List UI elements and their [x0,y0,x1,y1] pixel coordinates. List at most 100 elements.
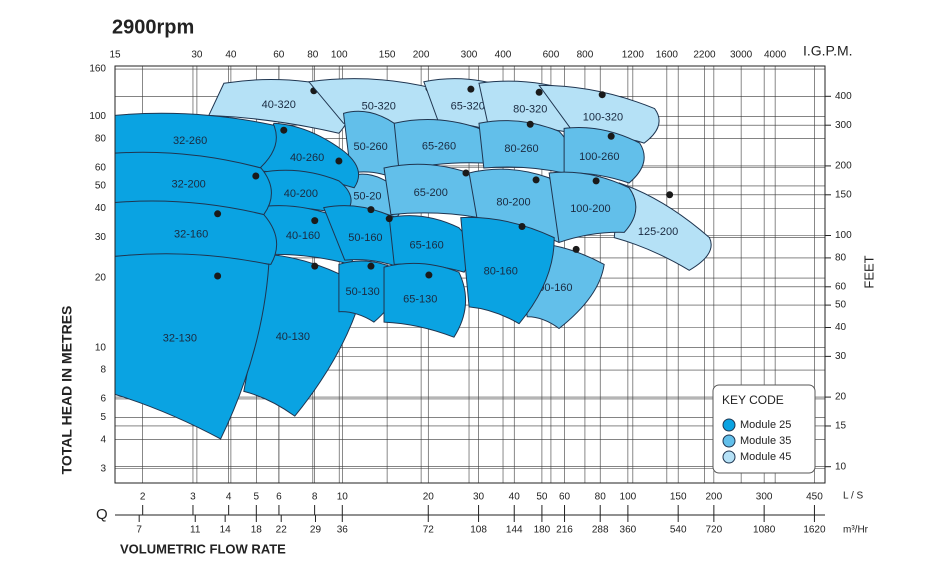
x3-tick-label: 720 [706,525,723,536]
y-tick-label: 5 [100,412,106,423]
x2-unit: I.G.P.M. [803,43,853,59]
y2-tick-label: 60 [835,281,847,292]
bep-point [385,215,393,223]
bep-point [214,272,222,280]
x3-tick-label: 14 [220,525,232,536]
legend-swatch [722,450,736,464]
x-tick-label: 5 [254,492,260,503]
x3-tick-label: 1080 [753,525,776,536]
x2-tick-label: 40 [225,50,237,61]
region-label: 50-130 [346,286,380,298]
x3-unit: m³/Hr [843,525,869,536]
pump-region [460,216,555,325]
bep-point [607,132,615,140]
x-tick-label: 450 [806,492,823,503]
y2-tick-label: 20 [835,392,847,403]
x3-tick-label: 7 [136,525,142,536]
region-label: 40-200 [284,188,318,200]
axes: 15 30 40 60 80 100 150 200 300 400 600 800 1200 1600 2… [89,50,852,536]
region-label: 80-200 [496,197,530,209]
region-label: 65-130 [403,294,437,306]
x2-tick-label: 150 [379,50,396,61]
pump-region [383,262,467,338]
legend-label: Module 45 [740,451,791,463]
region-label: 50-160 [348,232,382,244]
bep-point [311,262,319,270]
x-tick-label: 20 [423,492,435,503]
x-tick-label: 2 [140,492,146,503]
x-tick-label: 80 [595,492,607,503]
x2-tick-label: 30 [191,50,203,61]
x-tick-label: 4 [226,492,232,503]
region-label: 65-320 [451,101,485,113]
legend-swatch [722,434,736,448]
bep-point [598,91,606,99]
x3-tick-label: 18 [251,525,263,536]
y2-tick-label: 100 [835,230,852,241]
x2-tick-label: 800 [577,50,594,61]
y-tick-label: 6 [100,394,106,405]
x2-tick-label: 60 [273,50,285,61]
bep-point [311,217,319,225]
y2-tick-label: 200 [835,161,852,172]
y2-tick-label: 50 [835,300,847,311]
x3-tick-label: 288 [592,525,609,536]
x-tick-label: 30 [473,492,485,503]
x-tick-label: 200 [706,492,723,503]
x3-tick-label: 29 [310,525,322,536]
y2-label: FEET [861,255,876,288]
x-tick-label: 50 [536,492,548,503]
chart-title: 2900rpm [112,16,194,38]
x-tick-label: 60 [559,492,571,503]
bep-point [367,262,375,270]
legend-swatch [722,418,736,432]
pump-region [114,253,270,440]
bep-point [280,126,288,134]
y-tick-label: 30 [95,232,107,243]
region-label: 80-260 [504,143,538,155]
x2-tick-label: 600 [543,50,560,61]
pump-region [548,171,637,244]
region-label: 40-320 [262,99,296,111]
region-label: 100-260 [579,151,619,163]
x-axis-symbol: Q [96,506,108,523]
x2-tick-label: 2200 [693,50,716,61]
bep-point [425,271,433,279]
y2-tick-label: 400 [835,91,852,102]
bep-point [252,172,260,180]
bep-point [462,169,470,177]
legend: KEY CODE Module 25 Module 35 Module 45 [712,384,816,474]
x2-tick-label: 4000 [764,50,787,61]
region-label: 32-130 [163,332,197,344]
x3-tick-label: 11 [190,525,201,536]
region-label: 65-200 [414,187,448,199]
y2-tick-label: 300 [835,120,852,131]
x-label: VOLUMETRIC FLOW RATE [120,541,286,556]
x-tick-label: 8 [312,492,318,503]
region-label: 50-20 [353,190,381,202]
x-tick-label: 40 [509,492,521,503]
x2-tick-label: 100 [331,50,348,61]
y-tick-label: 4 [100,434,106,445]
x2-tick-label: 1200 [622,50,645,61]
x3-tick-label: 36 [337,525,349,536]
x-tick-label: 6 [276,492,282,503]
x-tick-label: 150 [670,492,687,503]
y2-tick-label: 30 [835,351,847,362]
regions: 40-320 50-320 65-320 80-320 100-320 125-200 50… [114,78,712,440]
legend-box [712,384,816,474]
x3-tick-label: 540 [670,525,687,536]
x3-tick-label: 72 [423,525,435,536]
x3-tick-label: 108 [470,525,487,536]
legend-label: Module 35 [740,435,791,447]
region-label: 32-200 [172,178,206,190]
x2-tick-label: 3000 [730,50,753,61]
x3-tick-label: 180 [534,525,551,536]
y2-tick-label: 10 [835,461,847,472]
x3-tick-label: 1620 [803,525,826,536]
plot-frame [114,65,826,484]
y-label: TOTAL HEAD IN METRES [59,306,75,475]
x2-tick-label: 400 [495,50,512,61]
region-label: 100-200 [570,203,610,215]
